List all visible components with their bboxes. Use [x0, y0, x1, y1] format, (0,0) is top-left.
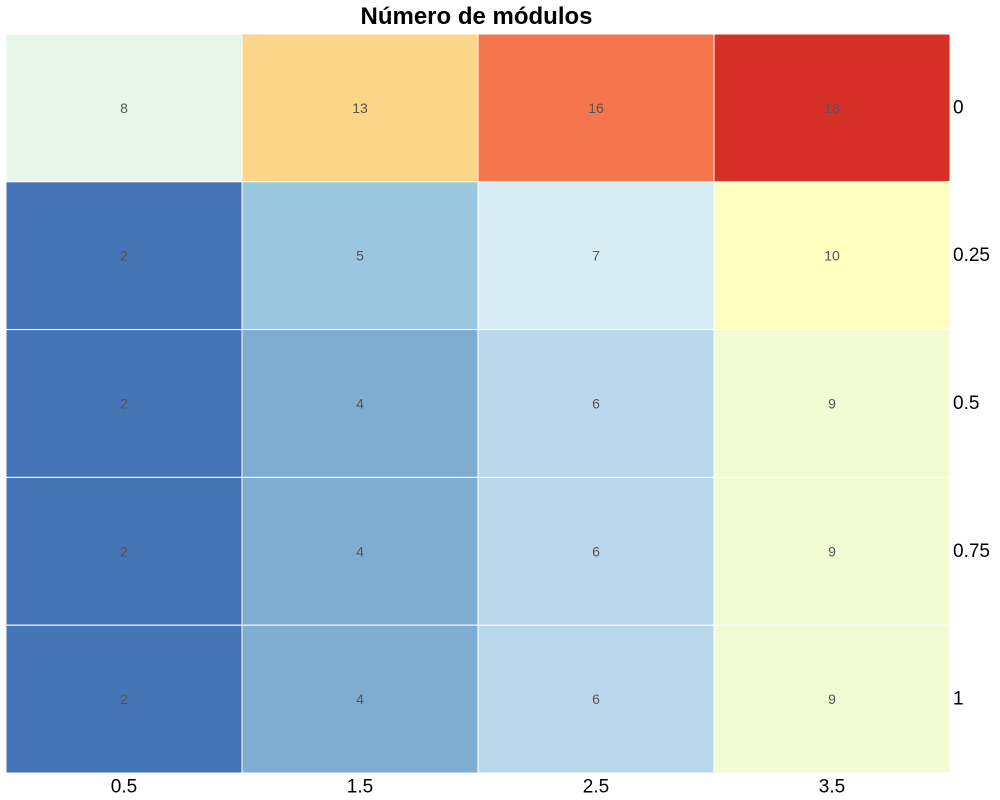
cell-value-label: 18 [824, 100, 840, 116]
x-tick-label: 3.5 [819, 777, 845, 798]
cell-value-label: 2 [120, 691, 128, 707]
cell-value-label: 10 [824, 248, 840, 264]
heatmap-cell [5, 33, 243, 183]
cell-value-label: 2 [120, 396, 128, 412]
heatmap-cell [713, 181, 951, 331]
cell-value-label: 9 [828, 396, 836, 412]
heatmap-cell [5, 624, 243, 774]
heatmap-cell [241, 181, 479, 331]
heatmap-cell [5, 329, 243, 478]
heatmap-cell [713, 476, 951, 626]
x-tick-label: 1.5 [347, 777, 373, 798]
cell-value-label: 6 [592, 691, 600, 707]
cell-value-label: 2 [120, 248, 128, 264]
y-tick-label: 1 [953, 689, 964, 710]
cell-value-label: 4 [356, 396, 364, 412]
heatmap-cell [477, 476, 715, 626]
heatmap-cell [713, 624, 951, 774]
cell-value-label: 4 [356, 543, 364, 559]
cell-value-label: 8 [120, 100, 128, 116]
y-tick-label: 0.25 [953, 245, 990, 266]
heatmap-cell [5, 476, 243, 626]
x-axis-ticks: 0.5 1.5 2.5 3.5 [111, 777, 845, 798]
cell-value-label: 9 [828, 543, 836, 559]
y-axis-ticks: 0 0.25 0.5 0.75 1 [953, 97, 990, 709]
cell-value-label: 2 [120, 543, 128, 559]
heatmap-cell [713, 329, 951, 478]
cell-value-label: 6 [592, 543, 600, 559]
heatmap-cell [713, 33, 951, 183]
y-tick-label: 0.5 [953, 393, 979, 414]
heatmap-cells [5, 33, 951, 774]
x-tick-label: 0.5 [111, 777, 137, 798]
cell-value-label: 16 [588, 100, 604, 116]
heatmap-cell [477, 624, 715, 774]
cell-value-label: 4 [356, 691, 364, 707]
heatmap-cell [241, 476, 479, 626]
heatmap-cell [241, 33, 479, 183]
heatmap-cell [477, 181, 715, 331]
cell-value-label: 6 [592, 396, 600, 412]
chart-title: Número de módulos [360, 3, 593, 30]
cell-value-label: 13 [352, 100, 368, 116]
heatmap-cell [241, 624, 479, 774]
cell-value-label: 5 [356, 248, 364, 264]
x-tick-label: 2.5 [583, 777, 609, 798]
cell-value-label: 9 [828, 691, 836, 707]
heatmap-cell [241, 329, 479, 478]
heatmap-value-labels: 8 13 16 18 2 5 7 10 2 4 6 9 2 4 6 9 2 4 6 9 [120, 100, 840, 707]
heatmap-cell [477, 33, 715, 183]
y-tick-label: 0.75 [953, 541, 990, 562]
y-tick-label: 0 [953, 97, 964, 118]
cell-value-label: 7 [592, 248, 600, 264]
